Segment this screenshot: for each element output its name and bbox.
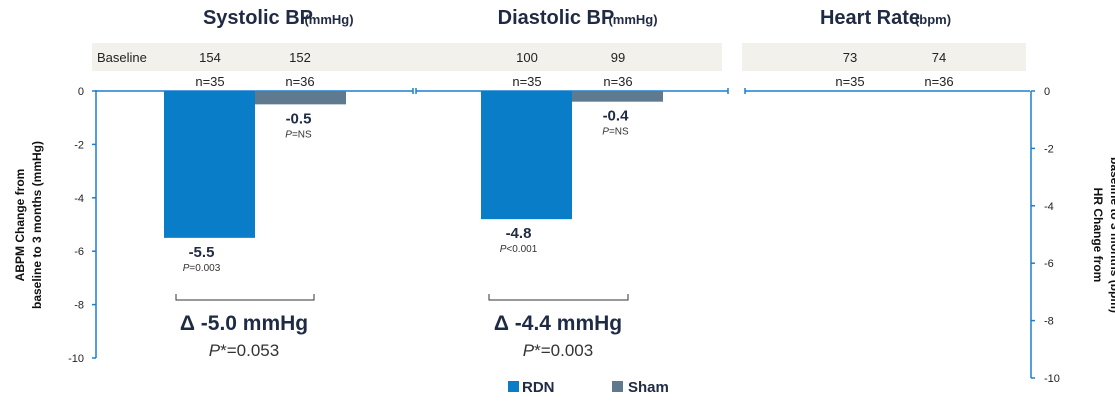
p-value: <0.001	[506, 244, 537, 255]
sample-size-label: n=35	[835, 74, 864, 89]
bar-value-label: -4.8	[506, 225, 532, 242]
delta-p-value: P*=0.003	[523, 341, 593, 360]
sample-size-label: n=35	[512, 74, 541, 89]
baseline-value: 152	[289, 50, 311, 65]
sample-size-label: n=36	[285, 74, 314, 89]
bar-value-label: -0.5	[286, 110, 312, 127]
right-axis-title: HR Change frombaseline to 3 months (bpm)	[1091, 157, 1115, 313]
p-symbol: P	[209, 341, 221, 360]
p-symbol: P	[602, 127, 609, 138]
bar-value-label: -0.4	[603, 108, 630, 125]
bar-rdn	[481, 91, 572, 220]
panel-title: Diastolic BP	[498, 7, 615, 29]
right-axis-title-line: baseline to 3 months (bpm)	[1108, 157, 1115, 313]
left-axis-title-line: baseline to 3 months (mmHg)	[30, 141, 44, 309]
legend-label-sham: Sham	[628, 379, 669, 396]
p-value: =0.003	[189, 263, 220, 274]
panel-unit: (mmHg)	[304, 12, 353, 27]
p-value: =NS	[292, 129, 312, 140]
right-axis-tick-label: -6	[1044, 258, 1054, 270]
sample-size-label: n=36	[924, 74, 953, 89]
right-axis-title-line: HR Change from	[1091, 188, 1105, 283]
panel-title: Heart Rate	[820, 7, 920, 29]
right-axis-tick-label: -8	[1044, 316, 1054, 328]
baseline-value: 99	[611, 50, 625, 65]
p-value-label: P=NS	[285, 129, 312, 140]
difference-bracket	[175, 294, 315, 301]
p-symbol: P	[523, 341, 535, 360]
left-axis-tick-label: -8	[74, 300, 84, 312]
baseline-label: Baseline	[97, 50, 147, 65]
left-axis-title: ABPM Change from baseline to 3 months (mm…	[13, 141, 44, 309]
delta-label: Δ -4.4 mmHg	[494, 312, 622, 335]
baseline-value: 154	[199, 50, 221, 65]
right-axis-tick-label: -4	[1044, 201, 1054, 213]
bar-sham	[255, 91, 346, 105]
right-axis-tick-label: 0	[1044, 86, 1050, 98]
p-value-label: P=NS	[602, 127, 629, 138]
panel-unit: (bpm)	[915, 12, 951, 27]
p-symbol: P	[500, 244, 507, 255]
sample-size-label: n=36	[603, 74, 632, 89]
p-value-label: P<0.001	[500, 244, 538, 255]
baseline-value: 74	[932, 50, 946, 65]
panel-unit: (mmHg)	[608, 12, 657, 27]
left-axis-title-line: ABPM Change from	[13, 169, 27, 282]
panel-title: Systolic BP	[203, 7, 313, 29]
delta-p-value: P*=0.053	[209, 341, 279, 360]
left-axis-tick-label: -6	[74, 246, 84, 258]
legend-label-rdn: RDN	[522, 379, 555, 396]
baseline-value: 100	[516, 50, 538, 65]
left-axis-tick-label: -10	[68, 353, 84, 365]
baseline-row-background-hr	[742, 43, 1026, 71]
legend-swatch-sham	[612, 381, 623, 392]
bar-value-label: -5.5	[189, 244, 215, 261]
difference-bracket	[488, 294, 629, 301]
p-value-label: P=0.003	[183, 263, 221, 274]
baseline-row-background	[92, 43, 722, 71]
baseline-value: 73	[843, 50, 857, 65]
bar-rdn	[164, 91, 255, 238]
left-axis-tick-label: -2	[74, 139, 84, 151]
right-axis-tick-label: -10	[1044, 373, 1060, 385]
sample-size-label: n=35	[195, 74, 224, 89]
right-axis-tick-label: -2	[1044, 143, 1054, 155]
legend-swatch-rdn	[508, 381, 519, 392]
bar-sham	[572, 91, 663, 102]
p-value: *=0.053	[220, 341, 279, 360]
p-symbol: P	[183, 263, 190, 274]
p-value: =NS	[609, 127, 629, 138]
p-value: *=0.003	[534, 341, 593, 360]
delta-label: Δ -5.0 mmHg	[180, 312, 308, 335]
left-axis-tick-label: -4	[74, 193, 84, 205]
p-symbol: P	[285, 129, 292, 140]
left-axis-tick-label: 0	[78, 86, 84, 98]
